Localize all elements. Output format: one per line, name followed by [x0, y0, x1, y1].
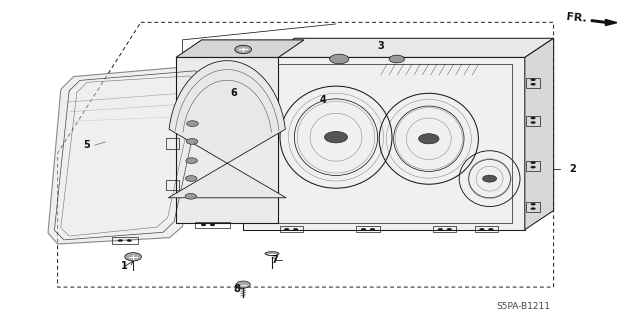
Bar	[112, 237, 138, 244]
Text: FR.: FR.	[565, 12, 587, 23]
Circle shape	[330, 54, 349, 64]
Bar	[356, 226, 380, 232]
Polygon shape	[176, 40, 304, 57]
Polygon shape	[48, 65, 214, 244]
Circle shape	[488, 228, 493, 231]
Circle shape	[186, 138, 198, 144]
Circle shape	[210, 224, 215, 226]
Circle shape	[531, 207, 536, 210]
Circle shape	[125, 253, 141, 261]
Bar	[526, 116, 540, 126]
Circle shape	[479, 228, 484, 231]
Text: 2: 2	[570, 164, 576, 174]
Text: 5: 5	[83, 140, 90, 150]
Circle shape	[127, 239, 132, 242]
Circle shape	[187, 121, 198, 127]
Bar	[526, 78, 540, 88]
Circle shape	[186, 158, 197, 164]
Circle shape	[235, 45, 252, 54]
Circle shape	[531, 83, 536, 85]
Bar	[166, 138, 179, 149]
Polygon shape	[605, 19, 617, 26]
Circle shape	[118, 239, 123, 242]
Circle shape	[370, 228, 375, 231]
Bar	[526, 202, 540, 212]
Polygon shape	[525, 38, 554, 230]
Circle shape	[236, 281, 250, 288]
Circle shape	[419, 134, 439, 144]
Text: S5PA-B1211: S5PA-B1211	[497, 302, 550, 311]
Polygon shape	[246, 179, 266, 207]
Circle shape	[284, 228, 289, 231]
Bar	[526, 161, 540, 171]
Bar	[195, 222, 230, 228]
Polygon shape	[591, 20, 607, 23]
Polygon shape	[168, 61, 286, 198]
Circle shape	[447, 228, 452, 231]
Polygon shape	[243, 57, 525, 230]
Circle shape	[531, 117, 536, 119]
Circle shape	[324, 131, 348, 143]
Circle shape	[201, 224, 206, 226]
Circle shape	[483, 175, 497, 182]
Polygon shape	[246, 112, 266, 140]
Circle shape	[531, 78, 536, 81]
Ellipse shape	[265, 252, 279, 256]
Circle shape	[531, 166, 536, 168]
Bar	[280, 226, 303, 232]
Circle shape	[293, 228, 298, 231]
Polygon shape	[269, 38, 554, 57]
Bar	[475, 226, 498, 232]
Text: 8: 8	[234, 284, 240, 294]
Circle shape	[531, 121, 536, 124]
Text: 6: 6	[230, 87, 237, 98]
Polygon shape	[176, 57, 278, 223]
Circle shape	[531, 203, 536, 205]
Circle shape	[186, 175, 197, 181]
Bar	[166, 180, 179, 190]
Text: 3: 3	[378, 41, 384, 51]
Text: 7: 7	[272, 255, 278, 265]
Circle shape	[389, 55, 404, 63]
Bar	[433, 226, 456, 232]
Text: 1: 1	[122, 261, 128, 271]
Circle shape	[438, 228, 443, 231]
Circle shape	[531, 161, 536, 164]
Circle shape	[185, 193, 196, 199]
Circle shape	[361, 228, 366, 231]
Text: 4: 4	[320, 95, 326, 106]
